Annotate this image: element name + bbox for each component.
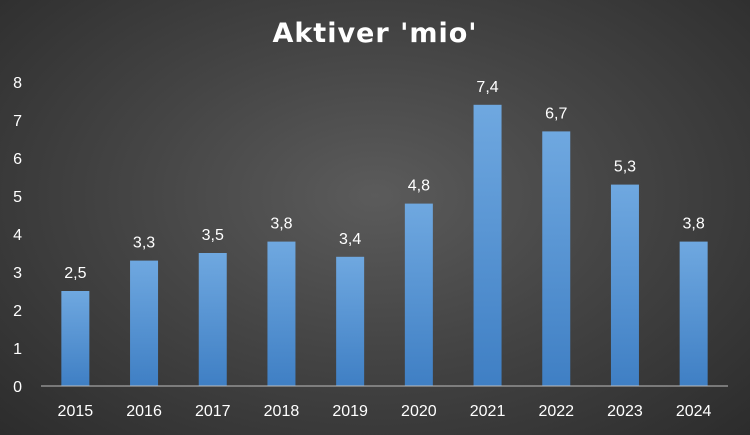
data-label: 3,5 [202,227,224,244]
bar [610,184,639,386]
y-tick-label: 6 [13,151,22,168]
y-tick-label: 4 [13,227,22,244]
y-tick-label: 8 [13,75,22,92]
data-label: 3,8 [270,216,292,233]
x-tick-label: 2022 [538,403,574,420]
data-label: 4,8 [408,178,430,195]
data-label: 3,3 [133,235,155,252]
bar [267,241,296,386]
bar [542,131,571,386]
y-tick-label: 2 [13,303,22,320]
bar [679,241,708,386]
y-tick-label: 5 [13,189,22,206]
y-tick-label: 3 [13,265,22,282]
bars: 2,5 3,3 3,5 3,8 3,4 4,8 7,4 6,7 5,3 3,8 [61,79,708,387]
bar [61,291,90,386]
data-label: 3,8 [683,216,705,233]
x-tick-label: 2020 [401,403,437,420]
bar [473,104,502,387]
x-tick-label: 2024 [676,403,712,420]
bar [336,256,365,386]
x-tick-label: 2021 [470,403,506,420]
bar [130,260,159,386]
x-tick-label: 2019 [332,403,368,420]
x-tick-label: 2017 [195,403,231,420]
y-tick-label: 1 [13,341,22,358]
chart-title: Aktiver 'mio' [272,18,478,49]
y-axis: 0 1 2 3 4 5 6 7 8 [13,75,22,396]
data-label: 5,3 [614,159,636,176]
y-tick-label: 0 [13,379,22,396]
bar [198,253,227,386]
x-axis: 2015 2016 2017 2018 2019 2020 2021 2022 2023 2024 [41,385,728,420]
x-tick-label: 2015 [58,403,94,420]
x-tick-label: 2023 [607,403,643,420]
data-label: 2,5 [64,265,86,282]
data-label: 7,4 [476,79,498,96]
x-tick-label: 2016 [126,403,162,420]
data-label: 3,4 [339,231,361,248]
data-label: 6,7 [545,105,567,122]
x-tick-label: 2018 [264,403,300,420]
y-tick-label: 7 [13,113,22,130]
bar [404,203,433,386]
